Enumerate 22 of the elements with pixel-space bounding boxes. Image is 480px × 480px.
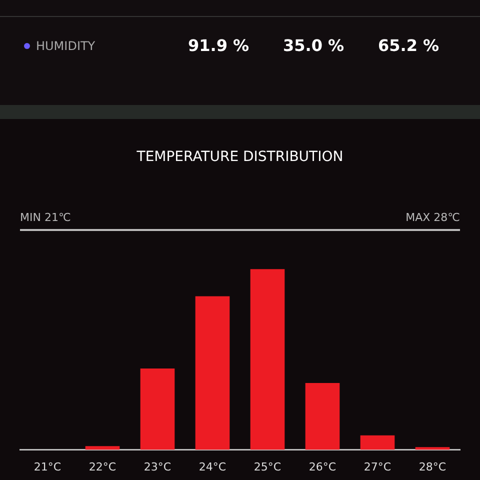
bar xyxy=(415,447,450,450)
bar xyxy=(360,435,395,450)
x-tick-label: 23°C xyxy=(144,460,172,474)
text: 35.0 % xyxy=(283,36,344,55)
x-tick-label: 28°C xyxy=(418,460,446,474)
x-tick-label: 27°C xyxy=(364,460,392,474)
x-tick-label: 24°C xyxy=(198,460,226,474)
text: MIN 21℃ xyxy=(20,211,71,224)
x-tick-label: 21°C xyxy=(34,460,62,474)
bar xyxy=(85,446,120,450)
bar xyxy=(140,368,175,450)
x-tick-label: 25°C xyxy=(254,460,282,474)
text: 91.9 % xyxy=(188,36,250,55)
bar xyxy=(250,269,285,450)
text: HUMIDITY xyxy=(36,39,96,53)
chart-title: TEMPERATURE DISTRIBUTION xyxy=(136,149,344,165)
bar xyxy=(195,296,230,450)
text: MAX 28℃ xyxy=(406,211,460,224)
x-tick-label: 26°C xyxy=(308,460,336,474)
bar xyxy=(305,382,340,450)
text: 65.2 % xyxy=(378,36,440,55)
x-tick-label: 22°C xyxy=(88,460,116,474)
